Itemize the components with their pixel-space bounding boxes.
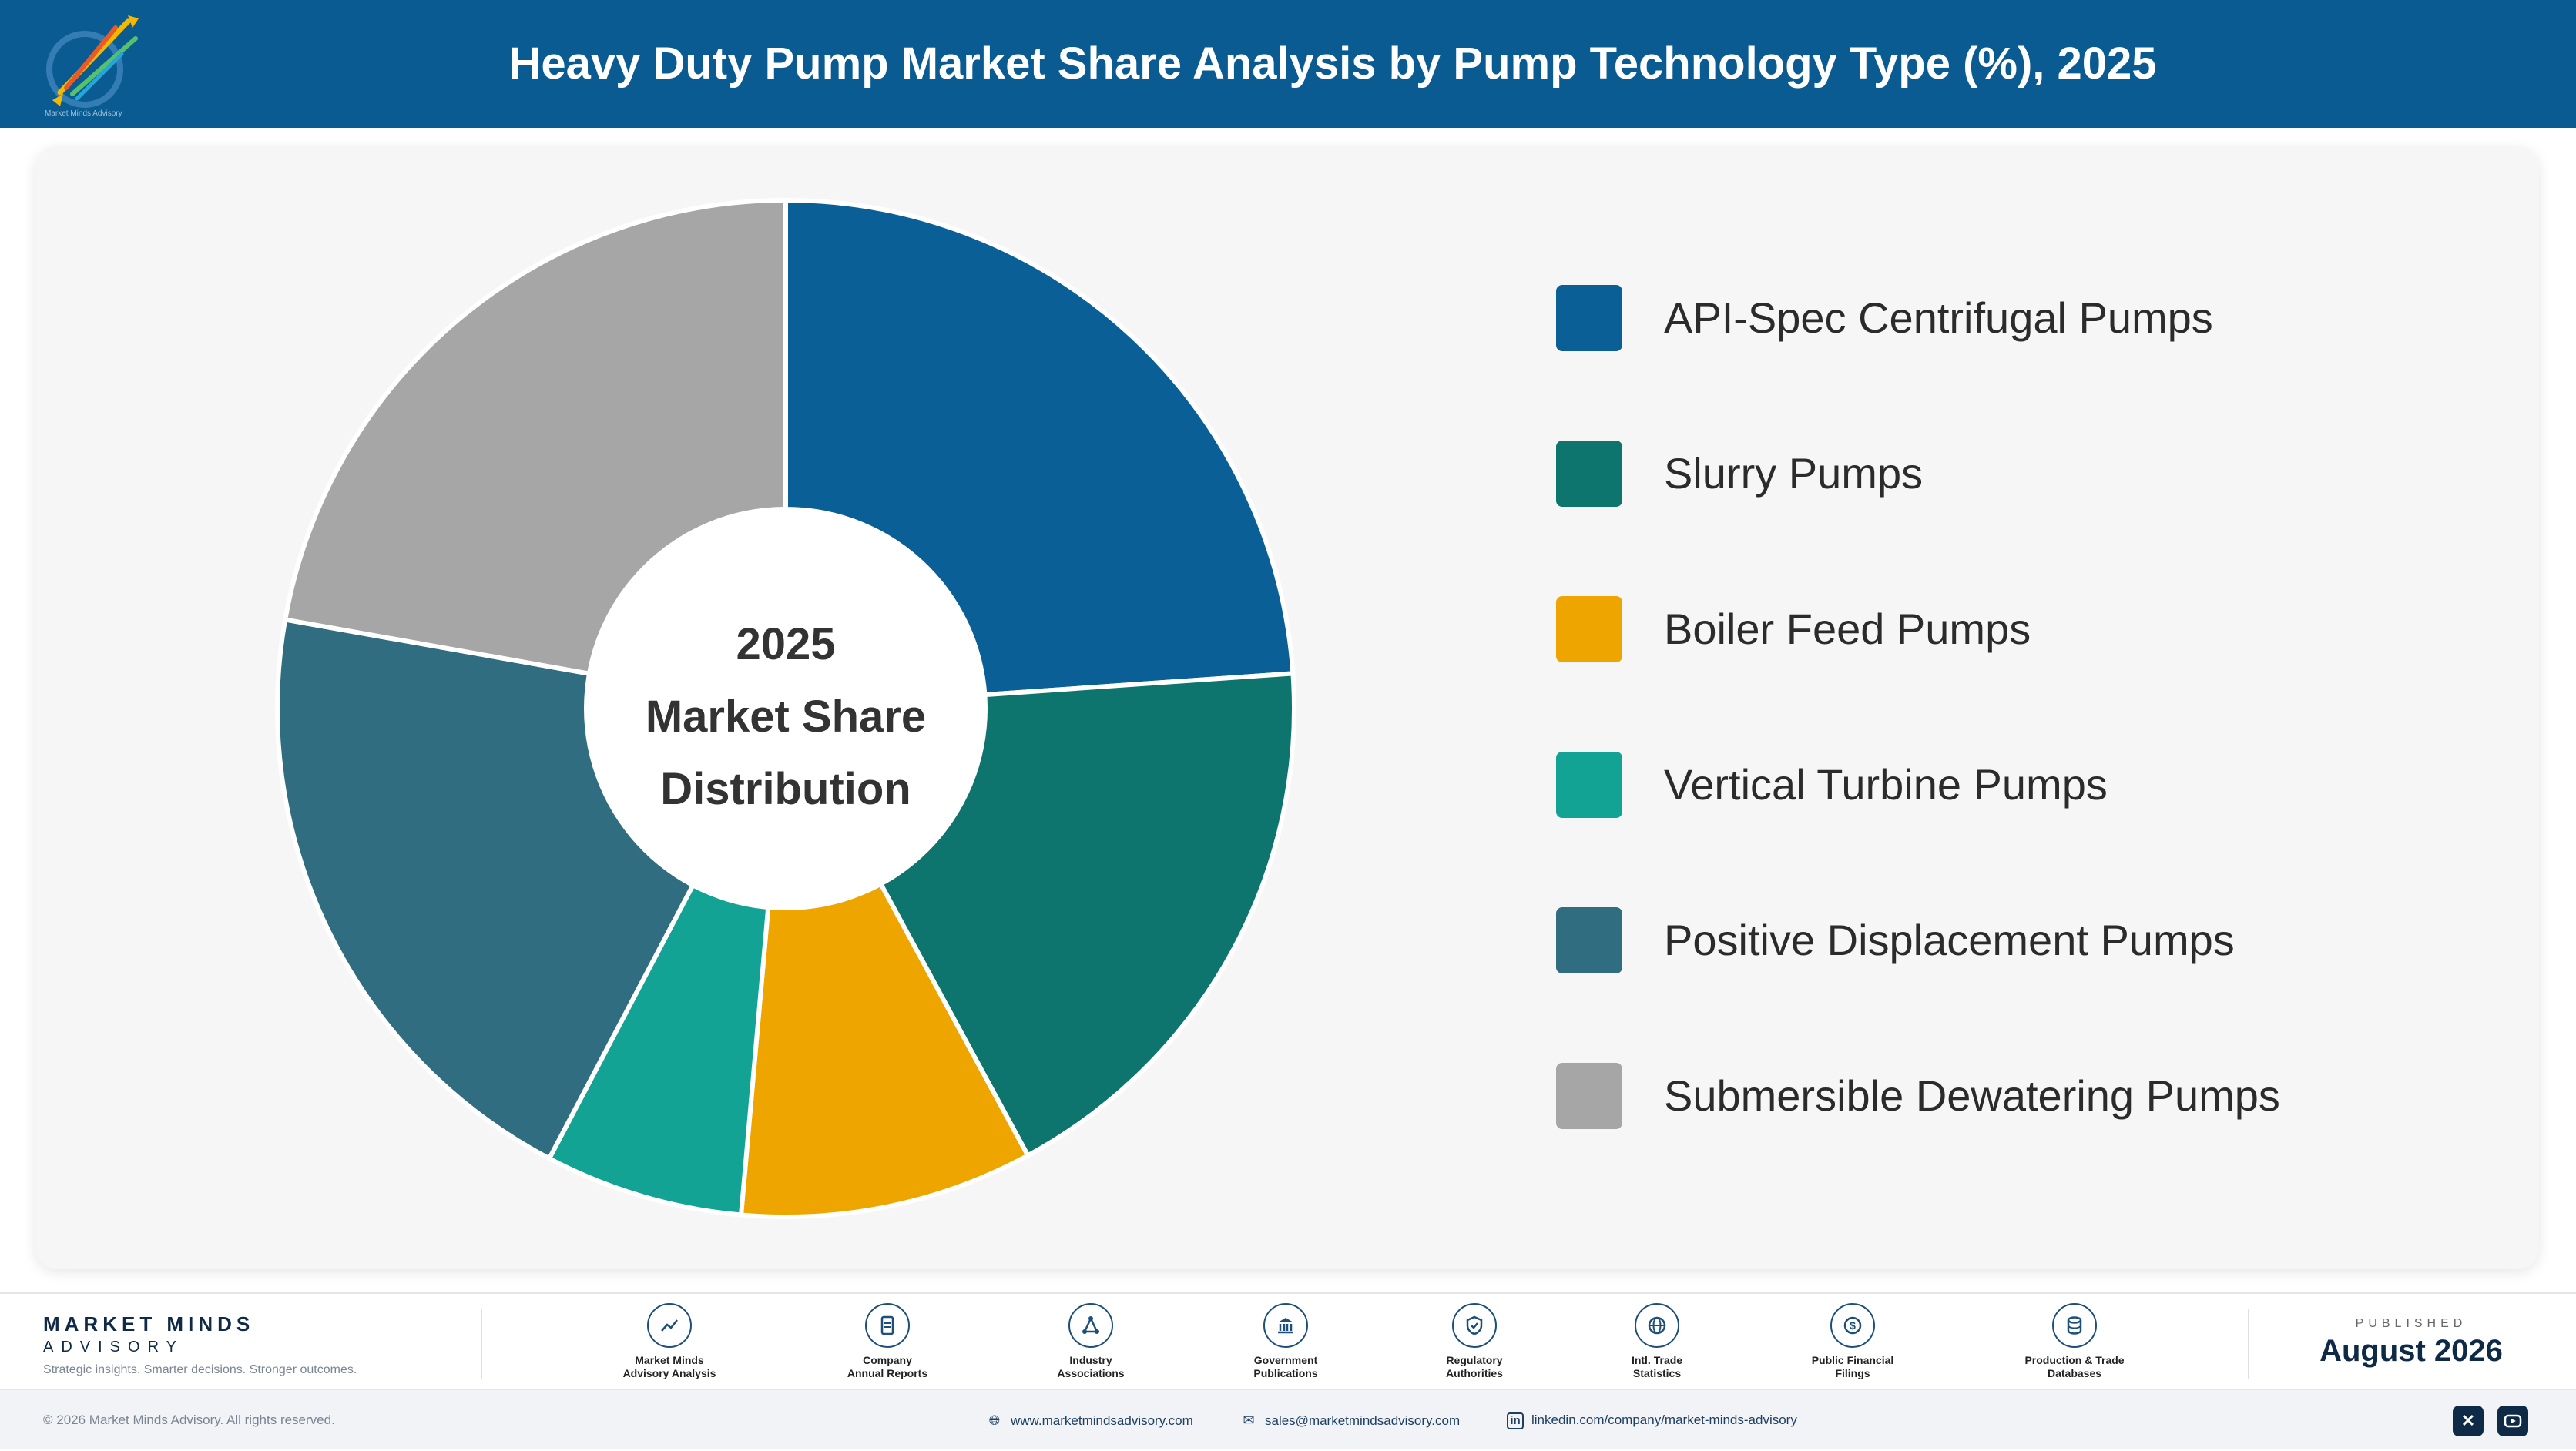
website-link[interactable]: 🌐︎ www.marketmindsadvisory.com [986,1390,1193,1450]
logo-icon [46,15,139,108]
header-bar: Market Minds Advisory Heavy Duty Pump Ma… [0,0,2576,128]
globe-icon: 🌐︎ [988,1412,1001,1428]
linkedin-icon: in [1507,1412,1524,1429]
website-text: www.marketmindsadvisory.com [1011,1413,1193,1428]
source-label-line2: Annual Reports [847,1367,928,1379]
globe-icon [1635,1303,1679,1348]
source-regulatory-authorities[interactable]: Regulatory Authorities [1382,1303,1567,1380]
source-intl-trade-statistics[interactable]: Intl. Trade Statistics [1565,1303,1749,1380]
legend-label: Positive Displacement Pumps [1664,916,2235,964]
footer: MARKET MINDS ADVISORY Strategic insights… [0,1292,2576,1389]
published-caption: PUBLISHED [2355,1317,2467,1330]
email-text: sales@marketmindsadvisory.com [1265,1413,1461,1428]
legend-label: Submersible Dewatering Pumps [1664,1071,2280,1120]
brand-tagline: Strategic insights. Smarter decisions. S… [43,1363,357,1376]
legend-swatch [1556,596,1622,662]
source-label-line1: Company [863,1354,912,1366]
source-label-line1: Industry [1069,1354,1112,1366]
footer-divider [2248,1309,2249,1379]
page-title: Heavy Duty Pump Market Share Analysis by… [508,39,2157,89]
logo-caption: Market Minds Advisory [45,109,122,118]
legend-swatch [1556,285,1622,351]
donut-hole [584,507,988,910]
center-label-line3: Distribution [660,764,911,814]
source-label-line2: Associations [1057,1367,1125,1379]
source-company-annual-reports[interactable]: Company Annual Reports [795,1303,980,1380]
source-label-line2: Publications [1253,1367,1318,1379]
source-label-line2: Advisory Analysis [622,1367,716,1379]
center-label: 2025 Market Share Distribution [593,608,978,826]
youtube-icon[interactable] [2497,1406,2528,1436]
trend-icon [647,1303,692,1348]
source-label-line2: Databases [2047,1367,2102,1379]
legend-label: Slurry Pumps [1664,449,1924,498]
source-label-line1: Government [1253,1354,1318,1366]
source-public-financial-filings[interactable]: $ Public Financial Filings [1760,1303,1945,1380]
dollar-icon: $ [1830,1303,1875,1348]
source-label-line1: Regulatory [1446,1354,1503,1366]
source-label-line2: Filings [1835,1367,1870,1379]
source-label-line1: Public Financial [1811,1354,1894,1366]
linkedin-text: linkedin.com/company/market-minds-adviso… [1531,1412,1797,1427]
linkedin-link[interactable]: in linkedin.com/company/market-minds-advi… [1507,1390,1797,1450]
legend-swatch [1556,1063,1622,1129]
shield-icon [1452,1303,1497,1348]
legend-swatch [1556,441,1622,507]
svg-text:$: $ [1850,1319,1856,1332]
network-icon [1068,1303,1113,1348]
legend-label: API-Spec Centrifugal Pumps [1664,293,2213,342]
source-market-minds-analysis[interactable]: Market Minds Advisory Analysis [577,1303,762,1380]
legend-swatch [1556,907,1622,973]
bottom-bar: © 2026 Market Minds Advisory. All rights… [0,1389,2576,1449]
legend-label: Vertical Turbine Pumps [1664,760,2108,809]
source-government-publications[interactable]: Government Publications [1193,1303,1378,1380]
legend-label: Boiler Feed Pumps [1664,605,2031,653]
brand-name: MARKET MINDS [43,1312,255,1335]
legend-swatch [1556,752,1622,818]
center-label-year: 2025 [736,619,836,669]
source-industry-associations[interactable]: Industry Associations [998,1303,1183,1380]
copyright-text: © 2026 Market Minds Advisory. All rights… [43,1412,335,1427]
email-link[interactable]: ✉︎ sales@marketmindsadvisory.com [1240,1390,1460,1450]
source-label-line2: Authorities [1446,1367,1503,1379]
company-logo[interactable] [37,8,153,123]
source-label-line1: Production & Trade [2024,1354,2125,1366]
source-production-trade-databases[interactable]: Production & Trade Databases [1982,1303,2167,1380]
source-label-line2: Statistics [1632,1367,1682,1379]
published-date: August 2026 [2319,1334,2503,1368]
footer-divider [481,1309,482,1379]
bank-icon [1263,1303,1308,1348]
source-label-line1: Intl. Trade [1631,1354,1683,1366]
x-social-icon[interactable]: ✕ [2453,1406,2484,1436]
document-icon [865,1303,910,1348]
center-label-line2: Market Share [645,692,927,742]
database-icon [2052,1303,2097,1348]
brand-subtitle: ADVISORY [43,1339,184,1355]
mail-icon: ✉︎ [1243,1412,1255,1428]
source-label-line1: Market Minds [635,1354,704,1366]
